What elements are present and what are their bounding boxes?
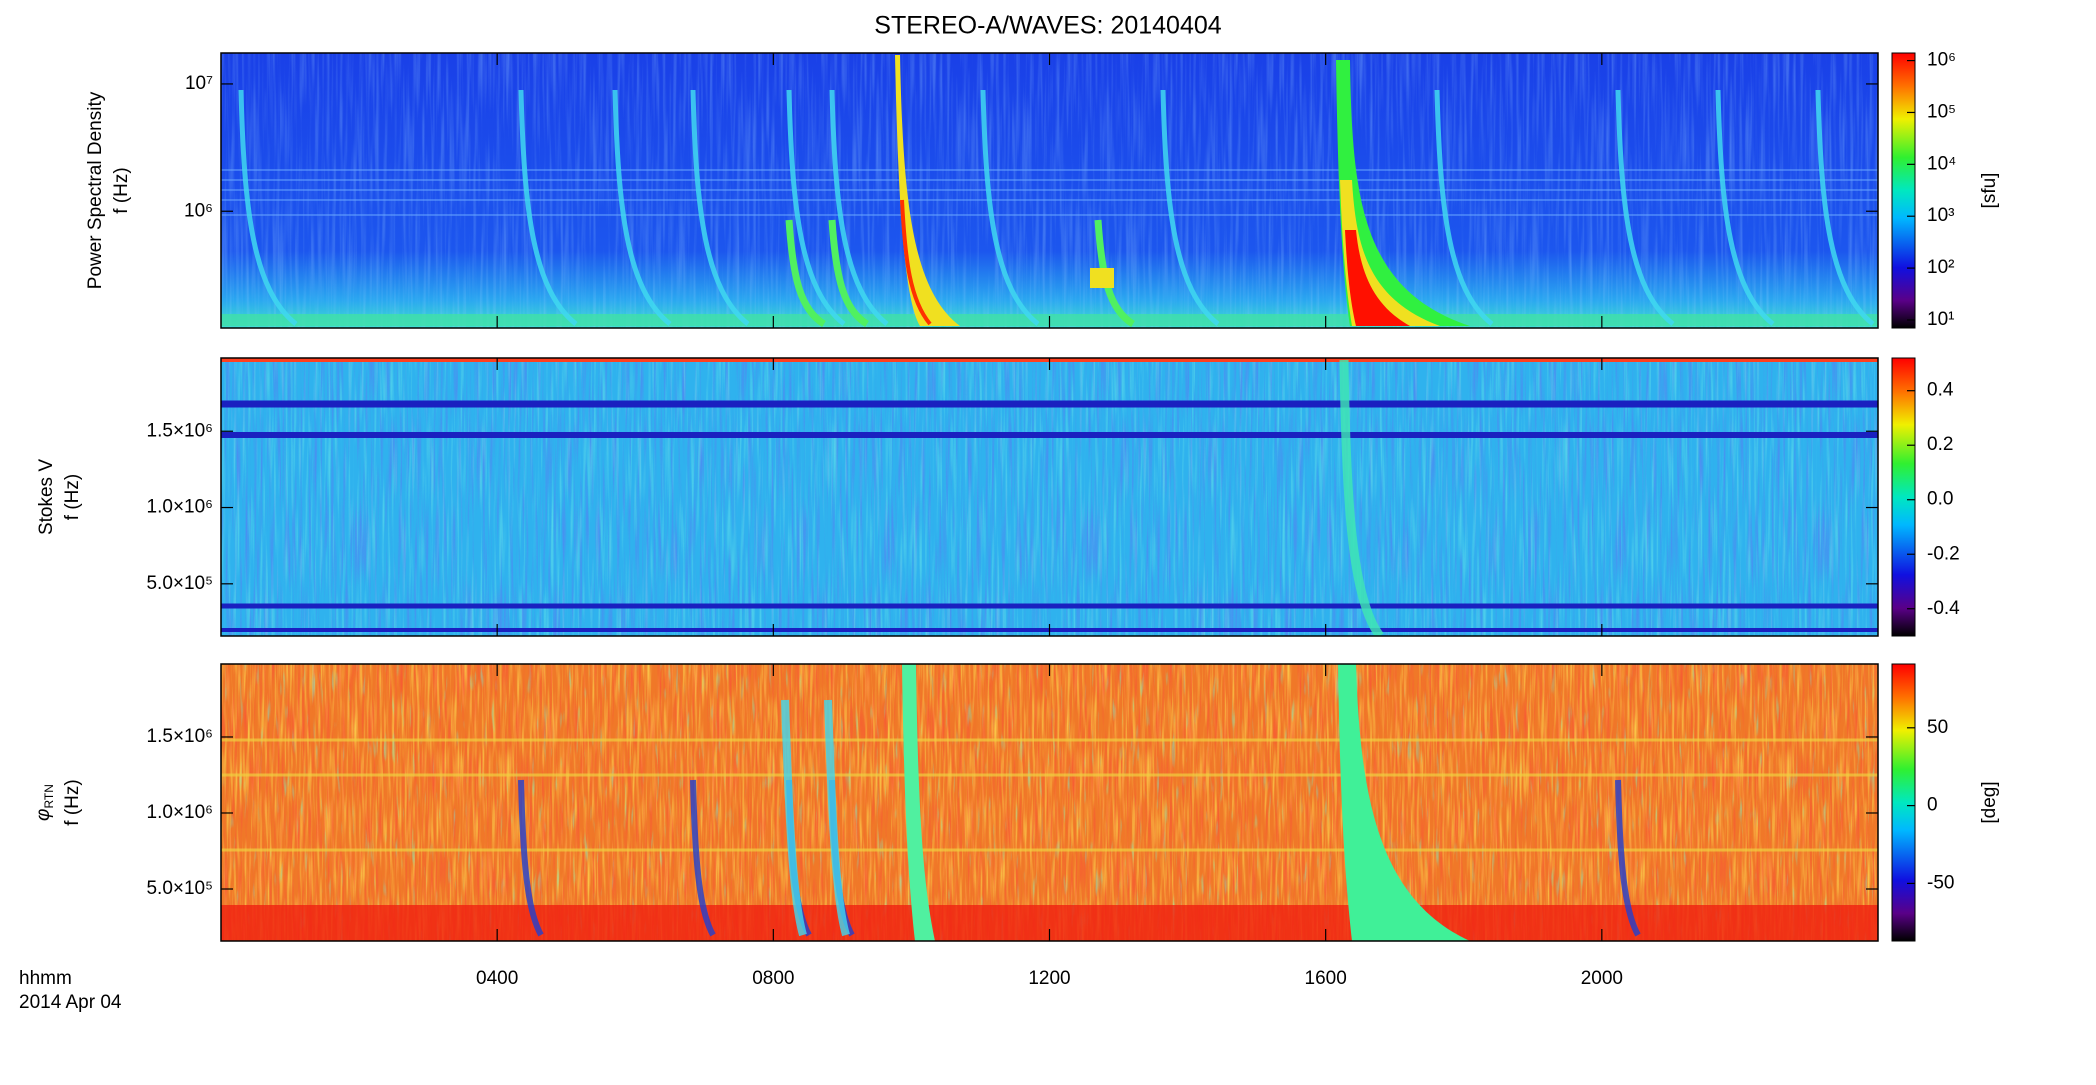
spectrogram-texture: [221, 358, 1878, 636]
y-tick-label: 1.0×10⁶: [147, 802, 213, 823]
x-axis-label: hhmm: [19, 968, 72, 989]
colorbar-tick-label: 10⁵: [1927, 101, 1956, 122]
colorbar-tick-label: 10²: [1927, 257, 1954, 278]
spectrogram-feature: [1160, 89, 1220, 326]
x-tick-label: 2000: [1581, 968, 1623, 989]
spectrogram-feature: [1345, 230, 1410, 326]
spectrogram-feature: [612, 89, 672, 326]
spectrogram-feature: [238, 89, 298, 326]
colorbar-tick-label: 50: [1927, 717, 1948, 738]
spectrogram-feature: [980, 89, 1040, 326]
colorbar-tick-label: 0.2: [1927, 434, 1953, 455]
spectrogram-feature: [1090, 268, 1114, 288]
y-tick-label: 5.0×10⁵: [146, 573, 213, 594]
spectrogram-feature: [1336, 60, 1470, 326]
spectrogram-feature: [1338, 664, 1470, 941]
spectrogram-feature: [1434, 89, 1494, 326]
colorbar-label: [sfu]: [1979, 173, 2000, 209]
spectrogram-feature: [690, 89, 750, 326]
colorbar: [1891, 663, 1916, 942]
y-tick-label: 10⁷: [185, 73, 213, 94]
y-axis-label: f (Hz): [62, 779, 83, 825]
colorbar: [1891, 52, 1916, 329]
chart-title: STEREO-A/WAVES: 20140404: [874, 12, 1221, 40]
colorbar-tick-label: 10³: [1927, 205, 1954, 226]
spectrogram-feature: [518, 89, 578, 326]
spectrogram-texture: [221, 664, 1878, 941]
colorbar-tick-label: 10⁶: [1927, 50, 1956, 71]
x-tick-label: 1200: [1028, 968, 1070, 989]
spectrogram-feature: [518, 779, 544, 937]
spectrogram-feature: [1094, 219, 1135, 327]
spectrogram-feature: [1815, 89, 1875, 326]
y-axis-label: f (Hz): [111, 167, 132, 213]
spectrogram-feature: [824, 699, 850, 937]
spectrogram-feature: [828, 219, 869, 327]
spectrogram: [221, 358, 1878, 636]
colorbar-tick-label: 0.4: [1927, 380, 1954, 401]
quantity-subscript: RTN: [42, 784, 56, 808]
spectrogram-feature: [1615, 779, 1641, 937]
spectrogram-feature: [786, 89, 846, 326]
y-axis-quantity: Stokes V: [36, 459, 57, 535]
y-tick-label: 5.0×10⁵: [146, 878, 213, 899]
spectrogram-feature: [902, 664, 935, 941]
colorbar-tick-label: 0: [1927, 795, 1938, 816]
x-tick-label: 1600: [1305, 968, 1347, 989]
spectrogram-feature: [1615, 89, 1675, 326]
spectrogram-feature: [895, 55, 960, 326]
colorbar-tick-label: 0.0: [1927, 489, 1953, 510]
spectrogram-feature: [829, 89, 889, 326]
y-axis-label: f (Hz): [62, 474, 83, 520]
spectrogram-feature: [1715, 89, 1775, 326]
colorbar: [1891, 357, 1916, 637]
spectrogram: [221, 53, 1878, 328]
x-tick-label: 0400: [476, 968, 518, 989]
x-tick-label: 0800: [752, 968, 794, 989]
colorbar-tick-label: 10⁴: [1927, 153, 1956, 174]
y-tick-label: 1.0×10⁶: [147, 497, 213, 518]
colorbar-tick-label: 10¹: [1927, 309, 1954, 330]
y-axis-quantity: φRTN: [33, 784, 56, 821]
y-axis-quantity: Power Spectral Density: [85, 91, 106, 289]
date-label: 2014 Apr 04: [19, 992, 122, 1013]
spectrogram-feature: [690, 779, 716, 937]
y-tick-label: 1.5×10⁶: [147, 726, 213, 747]
spectrogram-feature: [785, 219, 826, 327]
y-tick-label: 10⁶: [184, 200, 213, 221]
quantity-symbol: φ: [33, 809, 54, 821]
spectrogram-feature: [781, 699, 807, 937]
colorbar-tick-label: -50: [1927, 872, 1954, 893]
spectrogram-feature: [900, 199, 932, 326]
colorbar-tick-label: -0.4: [1927, 598, 1960, 619]
colorbar-label: [deg]: [1979, 781, 2000, 823]
spectrogram-feature: [1339, 359, 1384, 636]
spectrogram: [221, 664, 1878, 941]
colorbar-tick-label: -0.2: [1927, 543, 1960, 564]
y-tick-label: 1.5×10⁶: [147, 420, 213, 441]
